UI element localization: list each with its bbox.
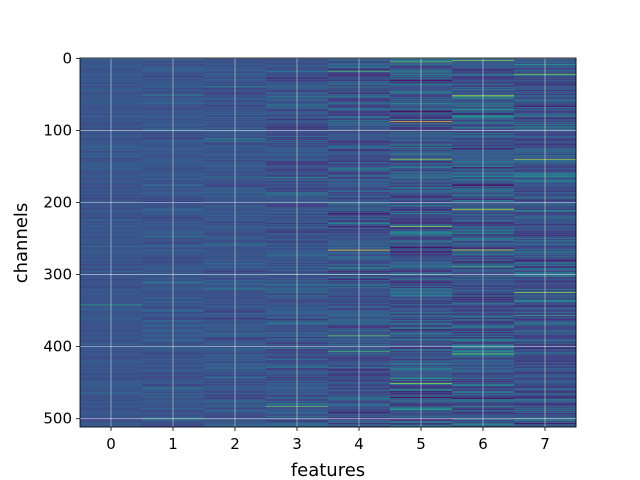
plot-frame [79,57,577,428]
x-tick-label: 5 [416,435,426,453]
x-axis-label: features [291,460,365,480]
y-axis-label: channels [11,203,32,284]
y-tick-label: 0 [62,49,72,67]
y-tick-label: 400 [43,338,72,356]
y-tick-label: 100 [43,121,72,139]
x-tick-label: 1 [168,435,178,453]
heatmap-cells [80,58,577,428]
x-tick-label: 2 [230,435,240,453]
x-tick-label: 0 [106,435,116,453]
x-tick-label: 6 [478,435,488,453]
x-axis-ticks: 0 1 2 3 4 5 6 7 [106,427,550,453]
x-tick-label: 7 [540,435,550,453]
y-tick-label: 200 [43,194,72,212]
y-axis-ticks: 0 100 200 300 400 500 [43,49,80,428]
y-tick-label: 300 [43,266,72,284]
x-tick-label: 4 [354,435,364,453]
x-tick-label: 3 [292,435,302,453]
y-tick-label: 500 [43,410,72,428]
grid-lines [80,57,576,427]
